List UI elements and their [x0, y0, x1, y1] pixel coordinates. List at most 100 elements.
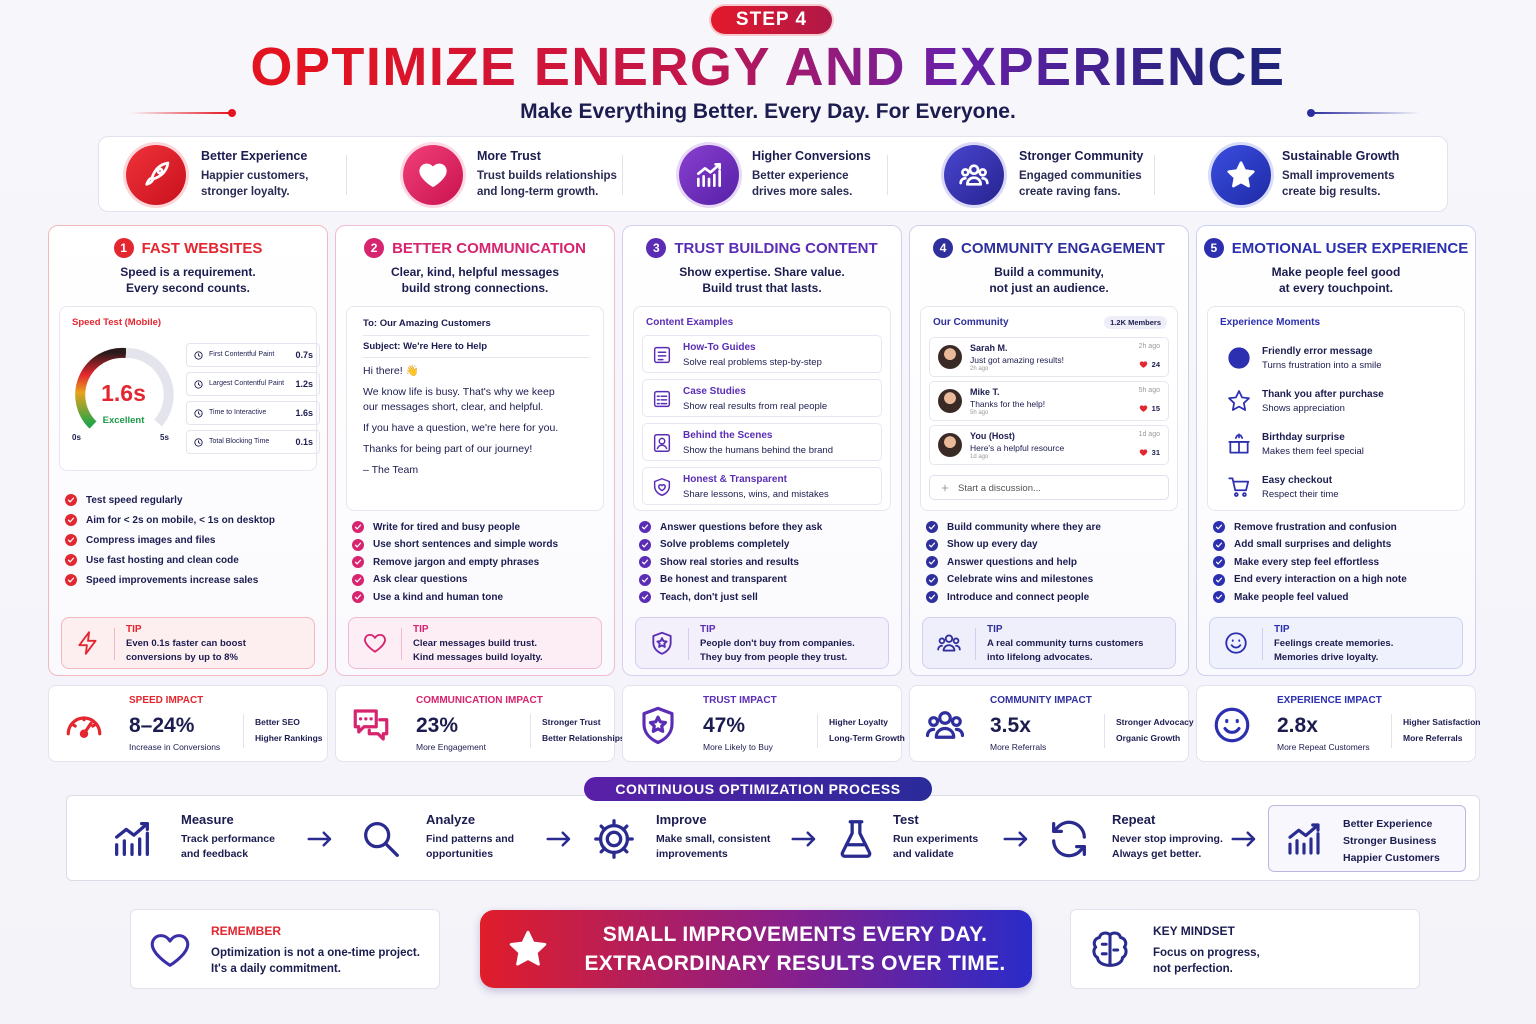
impact-card: EXPERIENCE IMPACT 2.8x More Repeat Custome… — [1196, 685, 1480, 762]
checklist-text: Use a kind and human tone — [373, 591, 504, 603]
divider — [688, 628, 689, 660]
panel: To: Our Amazing Customers Subject: We're … — [346, 306, 604, 511]
graphic-svg — [67, 537, 75, 543]
icon — [640, 540, 650, 550]
graphic-svg — [75, 347, 174, 429]
avatar — [938, 345, 962, 369]
graphic-rect — [653, 434, 671, 452]
benefit-icon — [403, 145, 463, 205]
graphic-path — [925, 727, 965, 738]
icon — [1211, 704, 1253, 746]
step-text: Run experiments — [893, 833, 979, 845]
column: 5 EMOTIONAL USER EXPERIENCE Make people fe… — [1196, 225, 1476, 676]
icon — [544, 824, 574, 854]
email-paragraph: If you have a question, we're here for y… — [363, 422, 559, 434]
remember-text: Optimization is not a one-time project. — [211, 947, 420, 959]
panel-title: Experience Moments — [1220, 317, 1321, 328]
column-subtitle: at every touchpoint. — [1278, 281, 1394, 295]
impact-caption: More Likely to Buy — [703, 742, 773, 752]
graphic-svg — [194, 438, 203, 447]
impact-extra: Organic Growth — [1116, 733, 1181, 743]
icon — [353, 575, 363, 585]
graphic-svg — [641, 577, 649, 582]
graphic-circle — [1234, 492, 1239, 497]
checklist-item: Be honest and transparent — [639, 573, 787, 586]
column-subtitle: Build a community, — [994, 265, 1104, 279]
separator — [887, 155, 888, 195]
email-body: Hi there! 👋 We know life is busy. That's … — [363, 364, 563, 484]
divider — [530, 714, 531, 748]
step-title: Measure — [181, 812, 234, 827]
check-icon — [1213, 521, 1225, 533]
item: Case Studies Show real results from real … — [642, 379, 882, 417]
remember-box: REMEMBER Optimization is not a one-time p… — [130, 909, 440, 989]
email-paragraph: Hi there! 👋 — [363, 365, 419, 377]
tip-text-block: People don't buy from companies. They buy… — [700, 637, 855, 665]
icon — [1229, 824, 1259, 854]
graphic-path — [1052, 839, 1086, 858]
checklist-text: Ask clear questions — [373, 574, 468, 585]
icon — [109, 816, 155, 862]
step-text-block: Never stop improving. Always get better. — [1112, 832, 1223, 862]
column-number: 2 — [364, 238, 385, 258]
graphic-circle — [968, 164, 980, 175]
item-text: Respect their time — [1262, 489, 1339, 500]
checklist-text: Show up every day — [947, 539, 1038, 550]
column-title: BETTER COMMUNICATION — [392, 239, 586, 257]
checklist-text: Introduce and connect people — [947, 591, 1090, 603]
graphic-path — [1233, 359, 1245, 364]
graphic-svg — [1228, 390, 1250, 411]
divider — [401, 628, 402, 660]
icon — [362, 630, 388, 656]
post-text: Here's a helpful resource — [970, 443, 1065, 453]
graphic-path — [641, 542, 649, 547]
benefit-title: Sustainable Growth — [1282, 149, 1400, 163]
icon — [1214, 522, 1224, 532]
graphic-path — [1230, 644, 1242, 649]
graphic-svg — [653, 346, 671, 364]
graphic-circle — [156, 167, 164, 175]
impact-caption: More Referrals — [990, 742, 1047, 752]
graphic-circle — [1228, 347, 1250, 369]
impact-caption: Increase in Conversions — [129, 742, 221, 752]
icon — [1226, 345, 1252, 371]
graphic-svg — [1052, 820, 1086, 858]
graphic-svg — [307, 831, 332, 847]
graphic-circle — [944, 634, 954, 643]
checklist-item: Answer questions before they ask — [639, 521, 822, 533]
graphic-path — [1227, 161, 1255, 188]
result-box: Better Experience Stronger Business Happie… — [1268, 805, 1466, 872]
email-to: To: Our Amazing Customers — [363, 318, 491, 329]
check-icon — [639, 538, 651, 551]
post-likes: 24 — [1151, 360, 1160, 369]
column-number: 3 — [646, 238, 667, 258]
check-icon — [1213, 556, 1225, 568]
post-likes: 15 — [1151, 404, 1160, 413]
graphic-svg — [925, 711, 965, 739]
step-title: Test — [893, 812, 919, 827]
check-icon — [926, 573, 938, 586]
tip-text: Even 0.1s faster can boost — [126, 638, 246, 649]
graphic-path — [642, 706, 674, 745]
graphic-path — [641, 594, 649, 600]
checklist-text: Use fast hosting and clean code — [86, 554, 239, 566]
icon — [789, 824, 819, 854]
graphic-path — [1231, 831, 1256, 847]
subtitle: Make Everything Better. Every Day. For E… — [520, 100, 1016, 123]
benefit-text: drives more sales. — [752, 186, 853, 198]
benefit-text-block: Small improvements create big results. — [1282, 168, 1394, 200]
check-icon — [639, 573, 651, 586]
tip-text: Memories drive loyalty. — [1274, 652, 1379, 663]
step-title: Improve — [656, 812, 707, 827]
graphic-path — [1003, 831, 1028, 847]
tip: TIP People don't buy from companies. They … — [635, 617, 889, 669]
graphic-path — [594, 819, 634, 859]
column-subtitle: Every second counts. — [125, 281, 251, 295]
graphic-path — [1231, 639, 1241, 642]
main-title: OPTIMIZE ENERGY AND EXPERIENCE — [0, 36, 1536, 98]
checklist-text: Show real stories and results — [660, 556, 799, 568]
tip-label: TIP — [126, 624, 142, 635]
graphic-svg — [1231, 831, 1256, 847]
checklist-item: Celebrate wins and milestones — [926, 573, 1093, 586]
remember-text: It's a daily commitment. — [211, 963, 341, 975]
